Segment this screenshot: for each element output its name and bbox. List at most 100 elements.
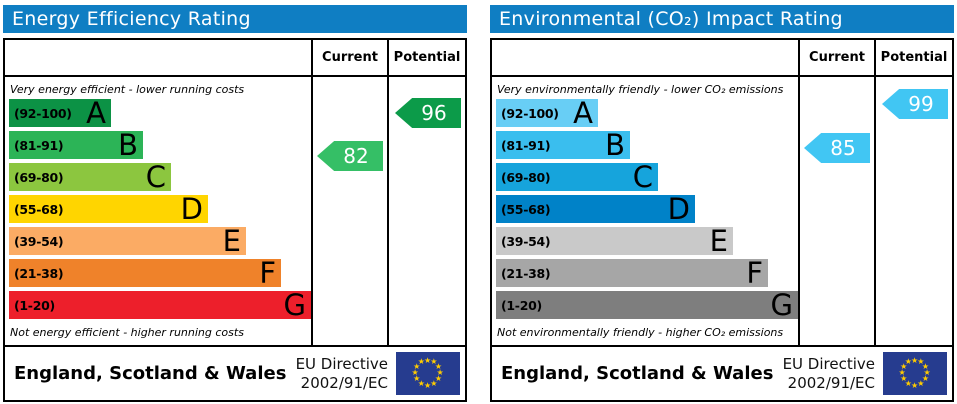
scale-column-header [5,40,311,75]
eu-star-icon: ★ [911,380,919,390]
panel-title: Energy Efficiency Rating [12,8,251,30]
eu-star-icon: ★ [923,368,931,377]
band-letter-label: B [118,128,138,162]
band-e: (39-54) E [9,224,246,258]
eu-star-icon: ★ [417,357,425,367]
band-d: (55-68) D [9,192,208,226]
table-body: Very environmentally friendly - lower CO… [492,77,952,345]
eu-flag-icon: ★ ★ ★ ★ ★ ★ ★ ★ ★ ★ ★ ★ [396,352,460,395]
table-body: Very energy efficient - lower running co… [5,77,465,345]
bottom-caption: Not energy efficient - higher running co… [10,326,244,339]
band-f: (21-38) F [9,259,281,288]
eu-directive-label: EU Directive 2002/91/EC [783,355,875,393]
region-label: England, Scotland & Wales [501,363,774,384]
eu-star-icon: ★ [413,374,421,384]
panel-title-bar: Energy Efficiency Rating [3,5,467,33]
band-range-label: (39-54) [14,233,64,249]
band-d: (55-68) D [496,195,695,224]
eu-directive-line2: 2002/91/EC [300,373,388,392]
current-column: 82 [311,77,387,345]
band-range-label: (69-80) [501,169,551,185]
current-rating-value: 85 [830,136,856,160]
eu-star-icon: ★ [921,361,929,371]
potential-column-header: Potential [874,40,952,75]
band-g: (1-20) G [496,288,798,322]
bottom-caption: Not environmentally friendly - higher CO… [497,326,784,339]
top-caption: Very environmentally friendly - lower CO… [497,83,784,96]
potential-rating-value: 96 [421,101,447,125]
band-range-label: (55-68) [14,201,64,217]
eu-star-icon: ★ [921,374,929,384]
band-range-label: (92-100) [14,105,72,121]
table-header-row: Current Potential [5,40,465,77]
current-column-header: Current [311,40,387,75]
panel-footer: England, Scotland & Wales EU Directive 2… [3,347,467,402]
current-column: 85 [798,77,874,345]
eu-star-icon: ★ [430,357,438,367]
eu-star-icon: ★ [436,368,444,377]
band-range-label: (92-100) [501,105,559,121]
region-label: England, Scotland & Wales [14,363,287,384]
eu-star-icon: ★ [430,378,438,388]
eu-star-icon: ★ [898,368,906,377]
eu-directive-line1: EU Directive [782,354,875,373]
band-g: (1-20) G [9,288,311,322]
eu-star-icon: ★ [911,355,919,365]
band-letter-label: A [573,96,593,130]
eu-star-icon: ★ [900,361,908,371]
rating-scale-area: Very environmentally friendly - lower CO… [492,77,798,345]
band-letter-label: D [180,192,203,226]
eu-flag-icon: ★ ★ ★ ★ ★ ★ ★ ★ ★ ★ ★ ★ [883,352,947,395]
potential-column-header: Potential [387,40,465,75]
eu-star-icon: ★ [917,357,925,367]
current-rating-arrow: 85 [804,133,870,163]
band-letter-label: E [222,224,241,258]
band-b: (81-91) B [9,128,143,162]
rating-scale: (92-100) A (81-91) B (69-80) C (55-68) D (39-54)… [5,96,311,322]
potential-rating-arrow: 99 [882,89,948,119]
band-letter-label: C [632,160,653,194]
band-letter-label: G [283,288,306,322]
band-range-label: (21-38) [501,265,551,281]
rating-table: Current Potential Very environmentally f… [490,38,954,347]
band-e: (39-54) E [496,224,733,258]
rating-scale: (92-100) A (81-91) B (69-80) C (55-68) D (39-54)… [492,96,798,322]
rating-table: Current Potential Very energy efficient … [3,38,467,347]
eu-star-icon: ★ [417,378,425,388]
band-letter-label: C [145,160,166,194]
eu-directive-label: EU Directive 2002/91/EC [296,355,388,393]
band-c: (69-80) C [9,160,171,194]
eu-directive-line2: 2002/91/EC [787,373,875,392]
table-header-row: Current Potential [492,40,952,77]
band-letter-label: A [86,96,106,130]
band-a: (92-100) A [496,96,598,130]
band-letter-label: G [770,288,793,322]
current-rating-value: 82 [343,144,369,168]
band-range-label: (21-38) [14,265,64,281]
band-f: (21-38) F [496,259,768,288]
eu-star-icon: ★ [434,374,442,384]
band-letter-label: E [709,224,728,258]
panel-title: Environmental (CO₂) Impact Rating [499,8,843,30]
eu-star-icon: ★ [424,380,432,390]
panel-title-bar: Environmental (CO₂) Impact Rating [490,5,954,33]
eu-star-icon: ★ [434,361,442,371]
panel-footer: England, Scotland & Wales EU Directive 2… [490,347,954,402]
band-range-label: (81-91) [501,137,551,153]
potential-rating-value: 99 [908,92,934,116]
scale-column-header [492,40,798,75]
band-c: (69-80) C [496,160,658,194]
band-range-label: (1-20) [14,297,55,313]
eu-directive-line1: EU Directive [295,354,388,373]
eu-star-icon: ★ [411,368,419,377]
energy-efficiency-panel: Energy Efficiency Rating Current Potenti… [3,5,467,402]
band-range-label: (69-80) [14,169,64,185]
eu-star-icon: ★ [900,374,908,384]
potential-rating-arrow: 96 [395,98,461,128]
band-range-label: (1-20) [501,297,542,313]
eu-star-icon: ★ [424,355,432,365]
band-b: (81-91) B [496,131,630,160]
potential-column: 99 [874,77,952,345]
current-rating-arrow: 82 [317,141,383,171]
